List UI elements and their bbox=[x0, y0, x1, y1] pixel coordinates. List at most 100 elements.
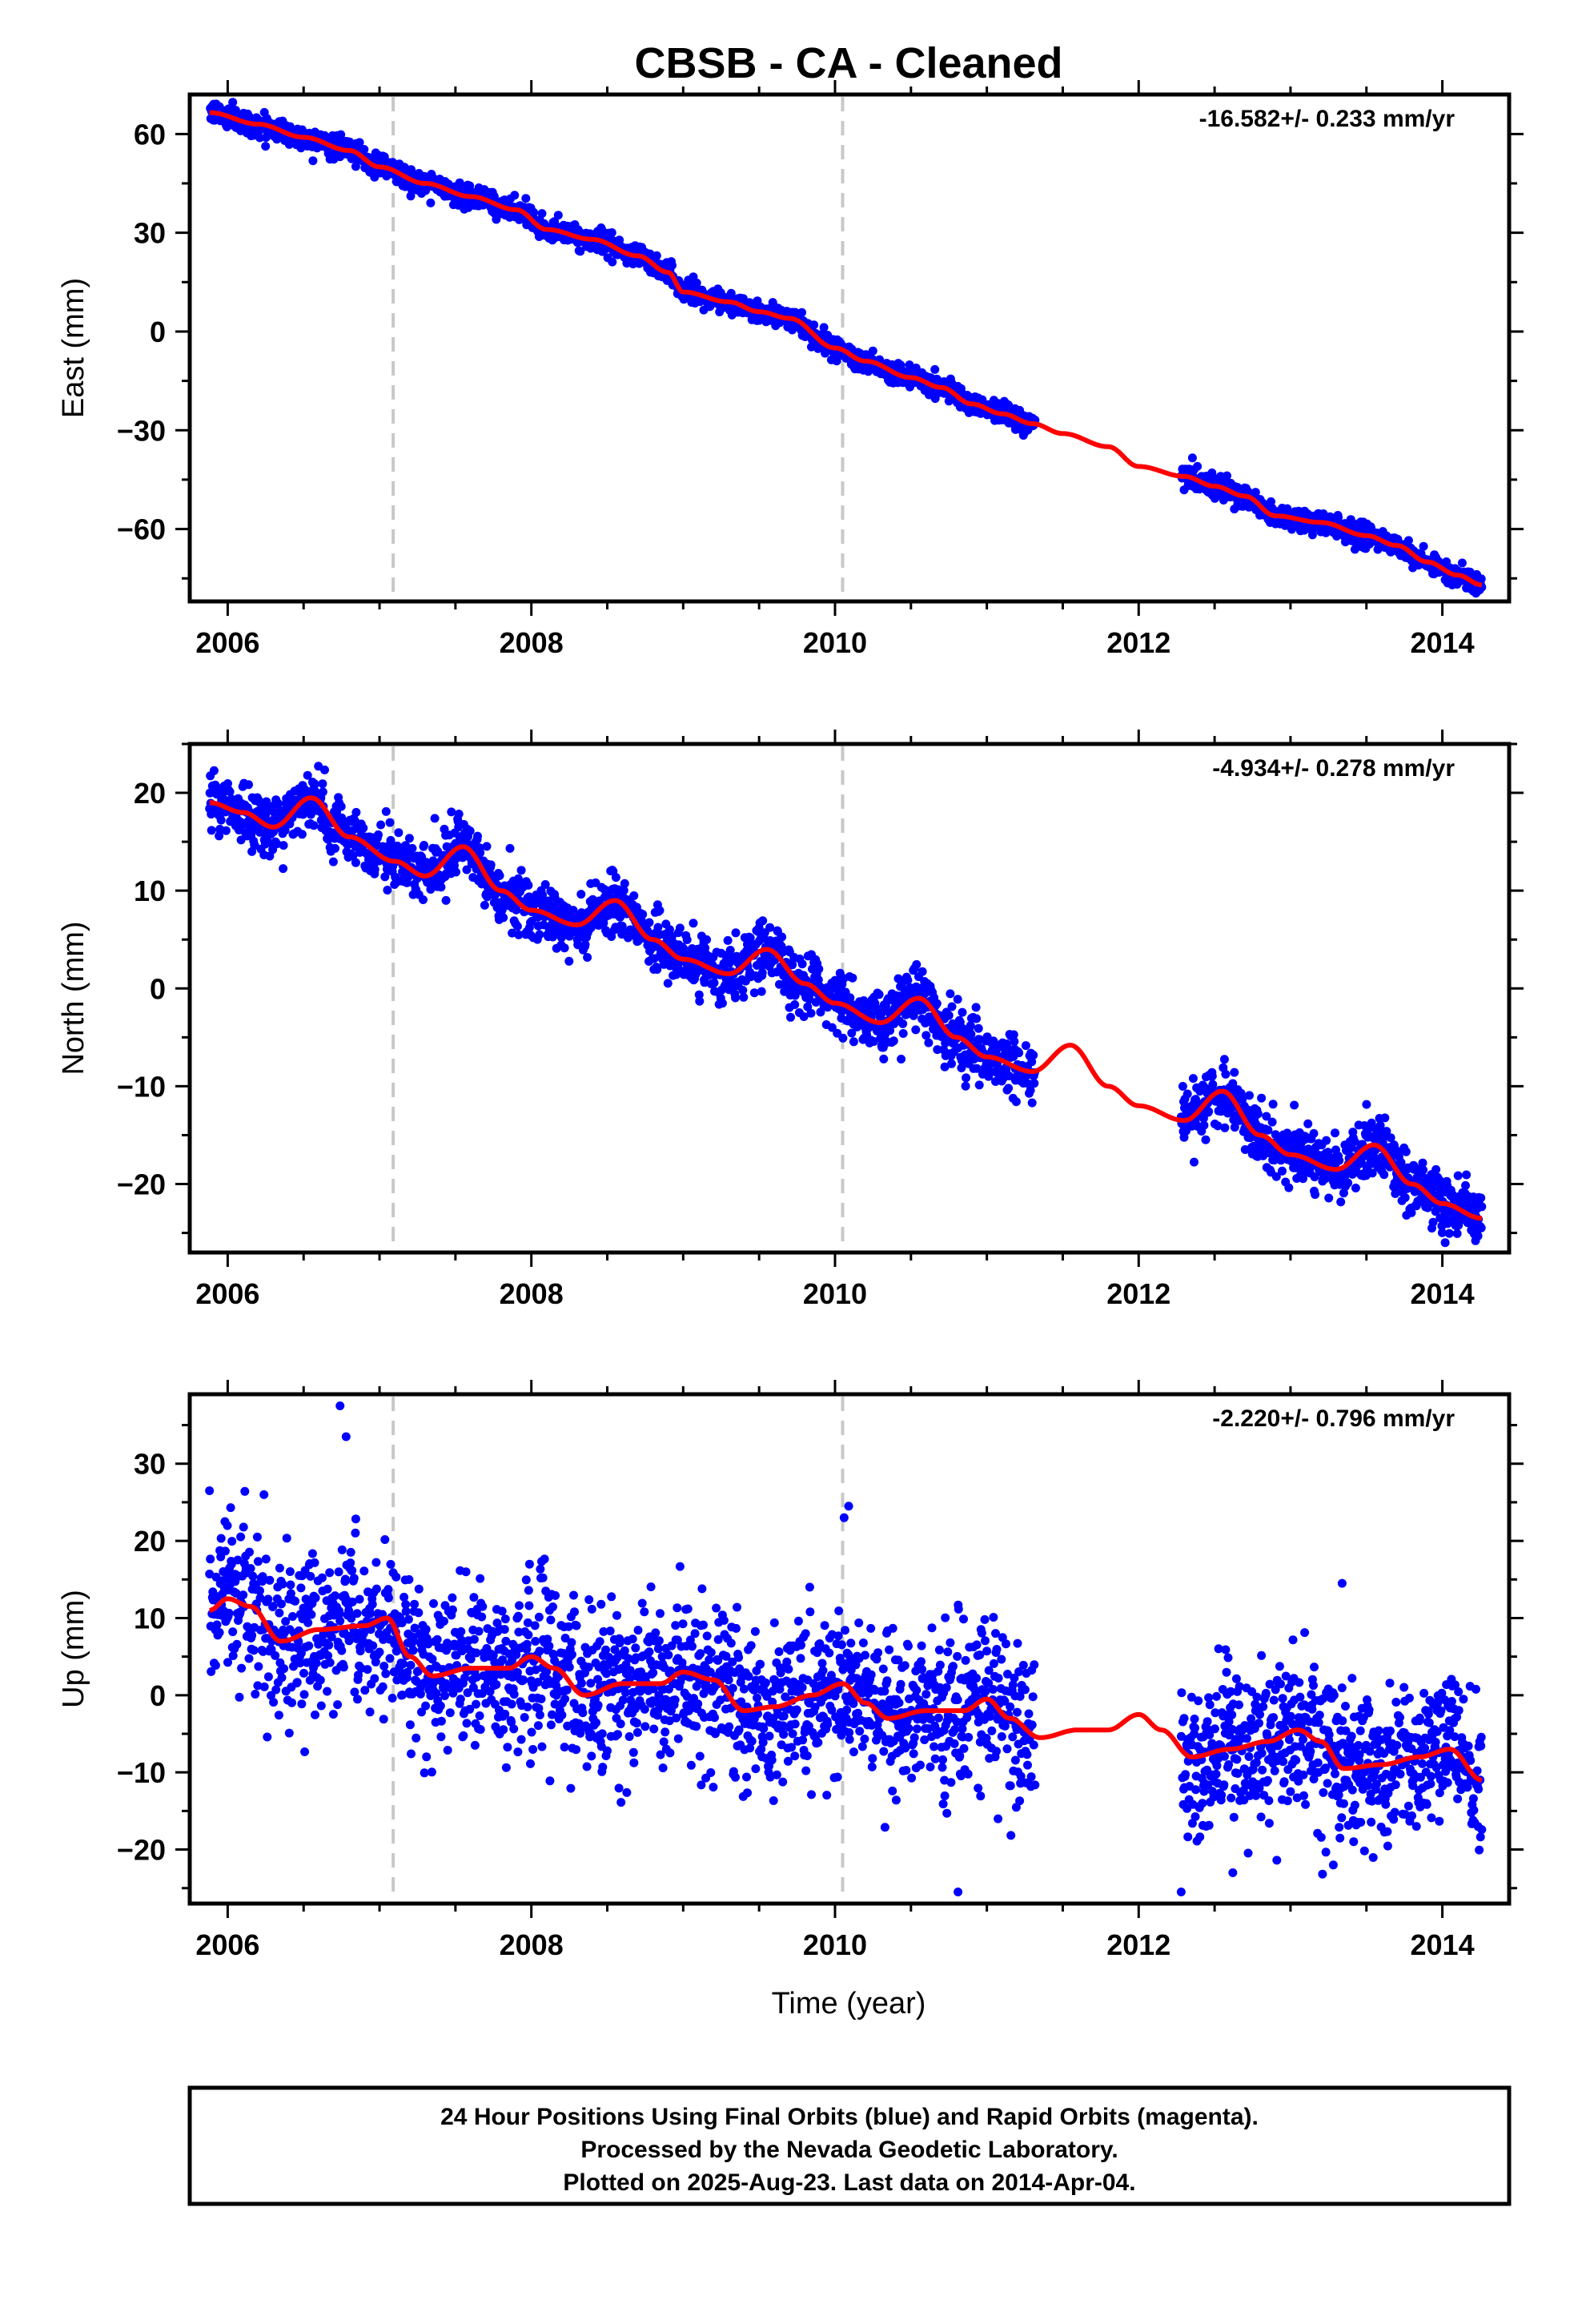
north-point bbox=[833, 1028, 842, 1038]
north-point bbox=[1027, 1098, 1037, 1108]
north-point bbox=[1351, 1184, 1360, 1192]
north-point bbox=[879, 1054, 889, 1063]
north-point bbox=[221, 826, 231, 835]
east-y-tick-label: 30 bbox=[134, 217, 166, 250]
north-point bbox=[649, 954, 659, 963]
north-point bbox=[1230, 1068, 1239, 1077]
north-point bbox=[462, 865, 472, 875]
north-point bbox=[1199, 1113, 1208, 1123]
north-point bbox=[505, 843, 515, 853]
north-point bbox=[947, 1002, 957, 1011]
north-point bbox=[972, 1014, 982, 1023]
north-point bbox=[1343, 1178, 1353, 1188]
north-point bbox=[1027, 1057, 1037, 1067]
north-point bbox=[909, 1011, 918, 1020]
north-point bbox=[588, 895, 597, 904]
east-y-axis-label: East (mm) bbox=[57, 278, 90, 418]
north-point bbox=[336, 802, 346, 811]
north-point bbox=[376, 820, 386, 830]
north-point bbox=[499, 913, 508, 923]
north-point bbox=[675, 923, 685, 933]
north-point bbox=[1253, 1109, 1263, 1119]
north-point bbox=[874, 990, 884, 999]
north-point bbox=[420, 841, 429, 850]
north-point bbox=[480, 900, 489, 910]
north-point bbox=[898, 1029, 908, 1038]
north-point bbox=[786, 1012, 795, 1022]
north-point bbox=[838, 1033, 848, 1043]
north-point bbox=[889, 1036, 898, 1046]
east-point bbox=[809, 320, 819, 330]
north-point bbox=[911, 1025, 921, 1035]
north-point bbox=[482, 842, 492, 851]
north-point bbox=[788, 960, 797, 970]
north-point bbox=[516, 866, 526, 875]
east-point bbox=[1187, 453, 1197, 463]
north-point bbox=[1230, 1123, 1239, 1132]
north-point bbox=[1335, 1156, 1344, 1165]
north-point bbox=[436, 883, 446, 892]
north-point bbox=[495, 870, 504, 880]
north-point bbox=[749, 988, 759, 998]
north-point bbox=[814, 964, 824, 974]
north-point bbox=[1380, 1113, 1390, 1123]
north-point bbox=[1201, 1135, 1211, 1144]
north-point bbox=[799, 1012, 809, 1021]
east-x-tick-label: 2008 bbox=[500, 626, 564, 659]
north-point bbox=[279, 864, 288, 874]
north-point bbox=[1262, 1112, 1271, 1121]
north-point bbox=[620, 879, 629, 888]
north-point bbox=[1386, 1133, 1395, 1143]
north-point bbox=[845, 993, 855, 1003]
north-point bbox=[898, 1019, 908, 1028]
north-point bbox=[320, 765, 329, 774]
north-point bbox=[328, 857, 338, 866]
north-point bbox=[380, 872, 390, 882]
north-point bbox=[1400, 1193, 1410, 1202]
north-point bbox=[408, 843, 417, 853]
north-point bbox=[535, 930, 544, 939]
north-point bbox=[932, 999, 942, 1008]
north-point bbox=[1190, 1157, 1199, 1167]
east-point bbox=[930, 364, 940, 374]
east-point bbox=[576, 247, 585, 256]
north-point bbox=[441, 895, 451, 905]
north-point bbox=[1267, 1117, 1277, 1127]
north-point bbox=[797, 959, 807, 969]
north-point bbox=[351, 807, 361, 817]
north-point bbox=[739, 992, 749, 1002]
north-point bbox=[394, 828, 404, 838]
north-point bbox=[508, 928, 517, 938]
north-point bbox=[351, 858, 360, 867]
north-point bbox=[279, 841, 288, 850]
north-point bbox=[576, 890, 586, 899]
north-point bbox=[486, 860, 496, 870]
north-point bbox=[1220, 1123, 1230, 1132]
east-point bbox=[492, 215, 501, 224]
north-point bbox=[757, 987, 766, 996]
north-point bbox=[1336, 1197, 1346, 1207]
north-point bbox=[255, 827, 264, 837]
north-point bbox=[580, 940, 590, 949]
north-point bbox=[903, 975, 913, 985]
east-point bbox=[261, 142, 271, 151]
north-point bbox=[1228, 1079, 1238, 1088]
north-point bbox=[374, 830, 383, 839]
north-point bbox=[272, 839, 282, 849]
north-point bbox=[560, 943, 569, 953]
north-point bbox=[694, 990, 704, 999]
east-point bbox=[521, 194, 531, 203]
east-rate-label: -16.582+/- 0.233 mm/yr bbox=[1199, 106, 1456, 132]
north-point bbox=[777, 932, 787, 942]
north-point bbox=[1375, 1120, 1385, 1130]
north-point bbox=[512, 922, 522, 931]
north-point bbox=[619, 886, 628, 895]
north-point bbox=[1009, 1030, 1018, 1039]
north-point bbox=[790, 1000, 800, 1009]
north-point bbox=[663, 979, 673, 988]
east-point bbox=[426, 198, 436, 207]
north-point bbox=[1263, 1125, 1273, 1135]
north-point bbox=[1284, 1183, 1294, 1192]
north-point bbox=[966, 1021, 975, 1031]
